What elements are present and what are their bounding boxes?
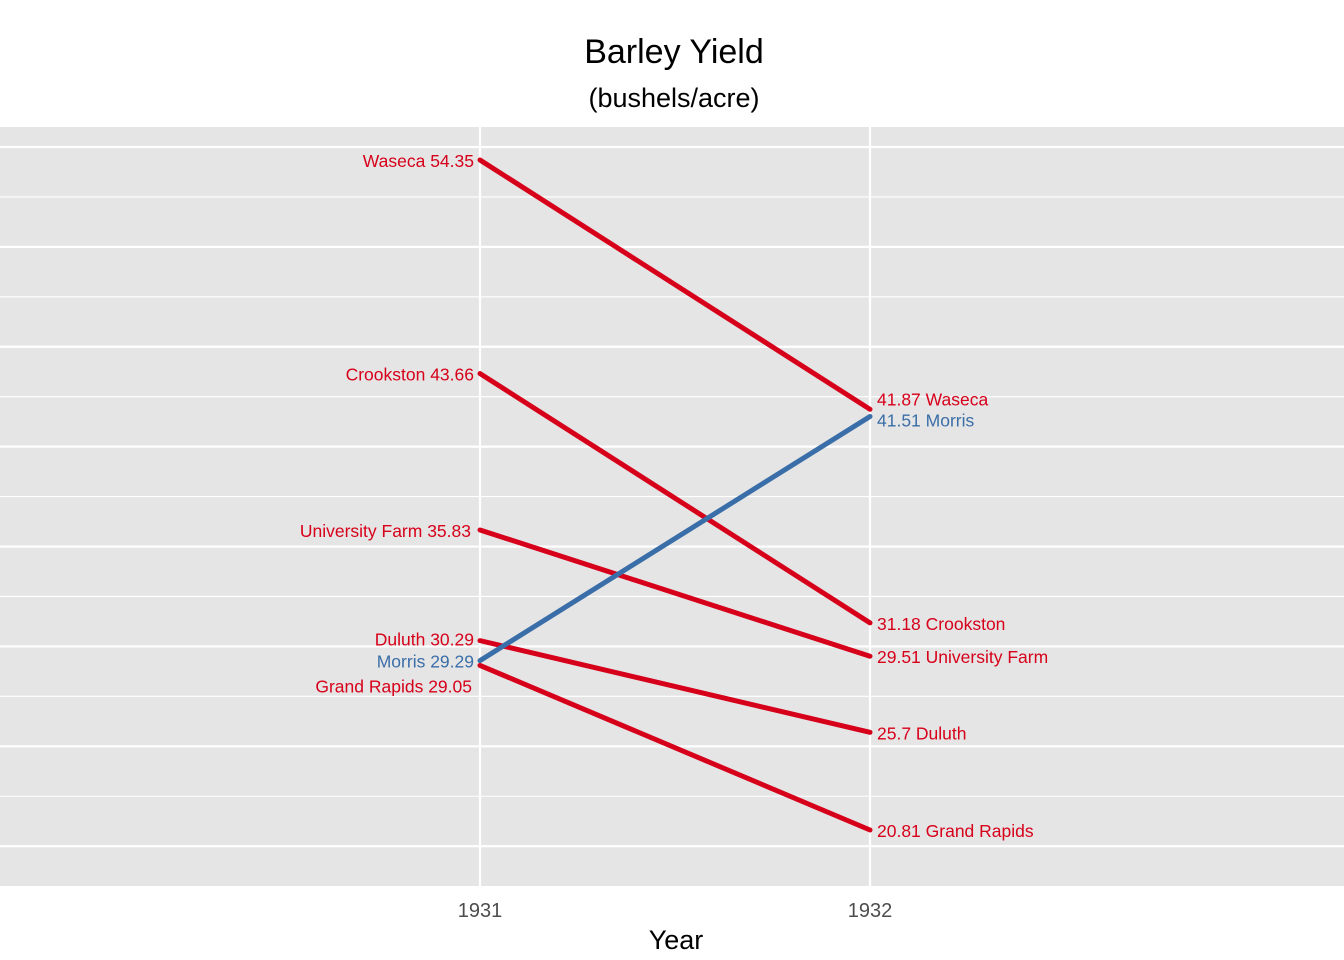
plot-panel xyxy=(0,127,1344,886)
label-1931-waseca: Waseca 54.35 xyxy=(363,151,474,171)
point-labels: Waseca 54.35 41.87 Waseca Crookston 43.66 3… xyxy=(300,151,1048,841)
chart-title: Barley Yield xyxy=(584,33,764,71)
series-line-morris xyxy=(477,413,873,664)
chart-subtitle: (bushels/acre) xyxy=(588,83,759,113)
label-1932-duluth: 25.7 Duluth xyxy=(877,723,967,743)
label-1931-crookston: Crookston 43.66 xyxy=(346,365,474,385)
series-line-university-farm xyxy=(477,527,873,659)
label-1932-morris: 41.51 Morris xyxy=(877,410,975,430)
label-1931-university-farm: University Farm 35.83 xyxy=(300,521,471,541)
label-1932-university-farm: 29.51 University Farm xyxy=(877,647,1048,667)
series-lines xyxy=(477,157,873,833)
series-line-grand-rapids xyxy=(477,662,873,833)
grid-lines xyxy=(0,127,1344,886)
x-tick-label: 1932 xyxy=(848,900,893,922)
label-1931-morris: Morris 29.29 xyxy=(377,652,474,672)
x-axis-label: Year xyxy=(649,925,704,955)
label-1932-crookston: 31.18 Crookston xyxy=(877,614,1005,634)
x-axis-ticks: 1931 1932 xyxy=(458,900,893,922)
x-tick-label: 1931 xyxy=(458,900,503,922)
label-1931-duluth: Duluth 30.29 xyxy=(375,630,474,650)
label-1932-waseca: 41.87 Waseca xyxy=(877,389,988,409)
series-line-waseca xyxy=(477,157,873,412)
label-1931-grand-rapids: Grand Rapids 29.05 xyxy=(315,676,472,696)
series-line-duluth xyxy=(477,638,873,735)
series-line-crookston xyxy=(477,371,873,626)
label-1932-grand-rapids: 20.81 Grand Rapids xyxy=(877,821,1034,841)
